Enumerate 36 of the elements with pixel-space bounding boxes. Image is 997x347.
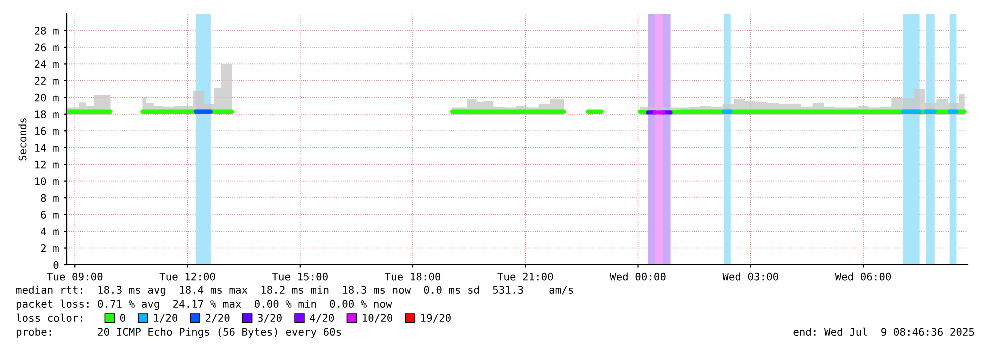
y-tick-label: 22 m bbox=[35, 77, 59, 85]
y-tick-label: 20 m bbox=[35, 94, 59, 102]
y-tick-label: 12 m bbox=[36, 160, 59, 169]
text: packet loss: 0.71 % avg 24.17 % max 0.00 % min 0.00 % now bbox=[16, 300, 392, 310]
y-tick-label: 16 m bbox=[36, 127, 59, 136]
y-tick-label: 8 m bbox=[41, 194, 59, 202]
x-tick-label: Tue 18:00 bbox=[385, 272, 441, 281]
legend-label: 4/20 bbox=[310, 314, 334, 323]
legend-label: 10/20 bbox=[363, 314, 392, 323]
y-tick-label: 18 m bbox=[36, 110, 59, 119]
y-tick-label: 2 m bbox=[41, 244, 59, 252]
x-tick-label: Tue 12:00 bbox=[160, 272, 216, 281]
y-tick-label: 4 m bbox=[41, 228, 59, 236]
legend-label: 0 bbox=[120, 314, 126, 322]
y-tick-label: 6 m bbox=[41, 211, 59, 219]
y-tick-label: 10 m bbox=[36, 178, 59, 186]
x-tick-label: Tue 15:00 bbox=[272, 272, 328, 281]
text: median rtt: 18.3 ms avg 18.4 ms max 18.2 ms min 18.3 ms now 0.0 ms sd 531.3 am/s bbox=[16, 286, 574, 296]
y-tick-label: 0 bbox=[54, 261, 59, 270]
legend-label: 2/20 bbox=[206, 314, 230, 323]
x-tick-label: Tue 21:00 bbox=[498, 272, 554, 281]
y-tick-label: 26 m bbox=[35, 44, 59, 52]
text: probe: 20 ICMP Echo Pings (56 Bytes) every 60s bbox=[16, 328, 342, 338]
y-tick-label: 14 m bbox=[36, 144, 59, 152]
x-tick-label: Wed 06:00 bbox=[835, 272, 892, 281]
legend-label: 19/20 bbox=[422, 314, 451, 323]
y-tick-label: 24 m bbox=[35, 60, 59, 68]
x-tick-label: Wed 00:00 bbox=[610, 272, 666, 281]
x-tick-label: Wed 03:00 bbox=[722, 272, 778, 281]
text: end: Wed Jul 9 08:46:36 2025 bbox=[794, 328, 974, 336]
y-tick-label: 28 m bbox=[35, 26, 59, 35]
y-axis-title: Seconds bbox=[18, 118, 27, 161]
legend-label: 1/20 bbox=[154, 314, 178, 323]
x-tick-label: Tue 09:00 bbox=[47, 272, 103, 281]
legend-title: loss color: bbox=[16, 314, 82, 322]
legend-label: 3/20 bbox=[258, 314, 282, 323]
